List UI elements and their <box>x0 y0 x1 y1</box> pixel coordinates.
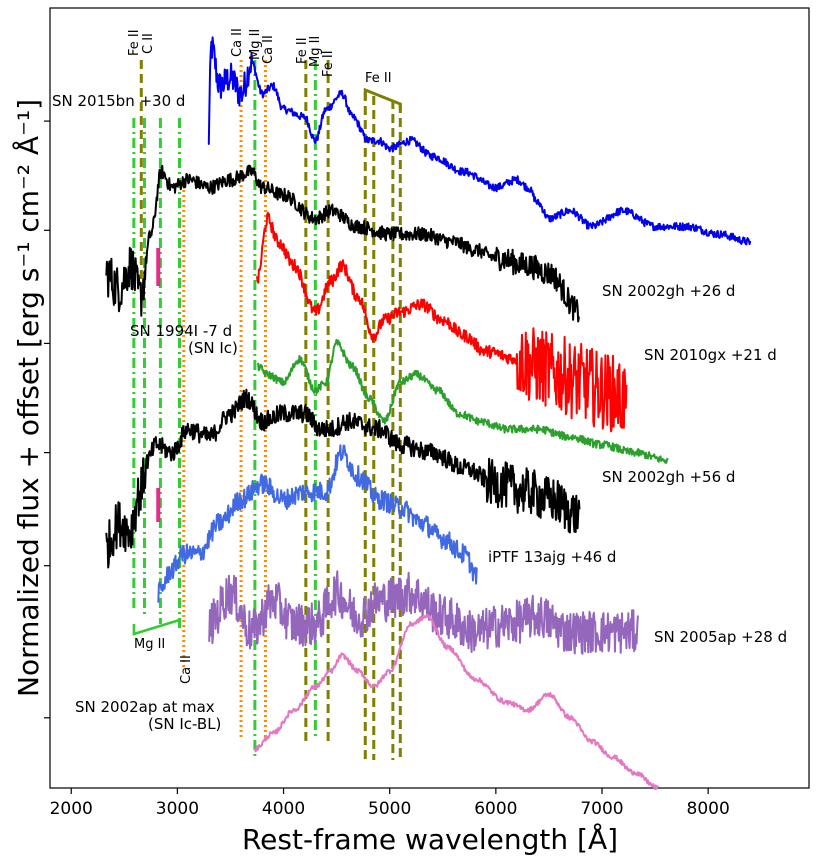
spectrum-4 <box>105 388 581 569</box>
y-axis-label: Normalized flux + offset [erg s⁻¹ cm⁻² Å… <box>11 99 45 697</box>
spectrum-2 <box>256 211 628 433</box>
x-axis-label: Rest-frame wavelength [Å] <box>242 822 618 856</box>
label-sn1994i-type: (SN Ic) <box>188 339 238 357</box>
ion-label-c2-left: C II <box>141 33 156 54</box>
x-tick-label-5000: 5000 <box>368 799 411 819</box>
ion-label-ca2-2: Ca II <box>261 35 276 64</box>
ion-label-fe2-group: Fe II <box>365 71 392 86</box>
x-tick-label-6000: 6000 <box>474 799 517 819</box>
spectrum-1 <box>105 164 580 323</box>
label-sn2005ap: SN 2005ap +28 d <box>654 628 787 646</box>
label-sn2010gx: SN 2010gx +21 d <box>644 346 777 364</box>
spectra-group <box>105 36 752 790</box>
spectrum-6 <box>208 570 639 655</box>
x-tick-label-2000: 2000 <box>50 799 93 819</box>
ion-label-fe2-left: Fe II <box>127 29 142 56</box>
label-sn2002gh-56: SN 2002gh +56 d <box>602 468 735 486</box>
spectrum-0 <box>207 36 752 246</box>
mg2-bracket <box>132 618 180 636</box>
x-tick-label-7000: 7000 <box>580 799 623 819</box>
ion-label-fe2-3: Fe II <box>321 50 336 77</box>
axes-group: 2000 3000 4000 5000 6000 7000 8000 <box>44 120 730 819</box>
label-sn2002gh-26: SN 2002gh +26 d <box>602 282 735 300</box>
x-tick-label-8000: 8000 <box>687 799 730 819</box>
plot-frame <box>49 7 810 789</box>
ion-label-ca2-bottom: Ca II <box>179 655 194 684</box>
ion-label-mg2-bottom: Mg II <box>134 637 165 652</box>
ion-label-mg2-2: Mg II <box>308 36 323 67</box>
ion-label-fe2-2: Fe II <box>295 37 310 64</box>
spectrum-3 <box>257 338 669 464</box>
label-sn2015bn: SN 2015bn +30 d <box>52 92 185 110</box>
label-sn2002ap: SN 2002ap at max <box>75 698 215 716</box>
ion-label-mg2-1: Mg II <box>248 29 263 60</box>
label-sn1994i: SN 1994I -7 d <box>130 322 232 340</box>
x-tick-label-3000: 3000 <box>156 799 199 819</box>
fe2-bracket <box>363 87 402 110</box>
spectrum-5 <box>157 444 478 603</box>
x-tick-label-4000: 4000 <box>262 799 305 819</box>
label-sn2002ap-type: (SN Ic-BL) <box>148 715 221 733</box>
spectrum-7 <box>253 613 659 790</box>
ion-label-ca2-1: Ca II <box>230 28 245 57</box>
label-iptf13ajg: iPTF 13ajg +46 d <box>488 548 616 566</box>
